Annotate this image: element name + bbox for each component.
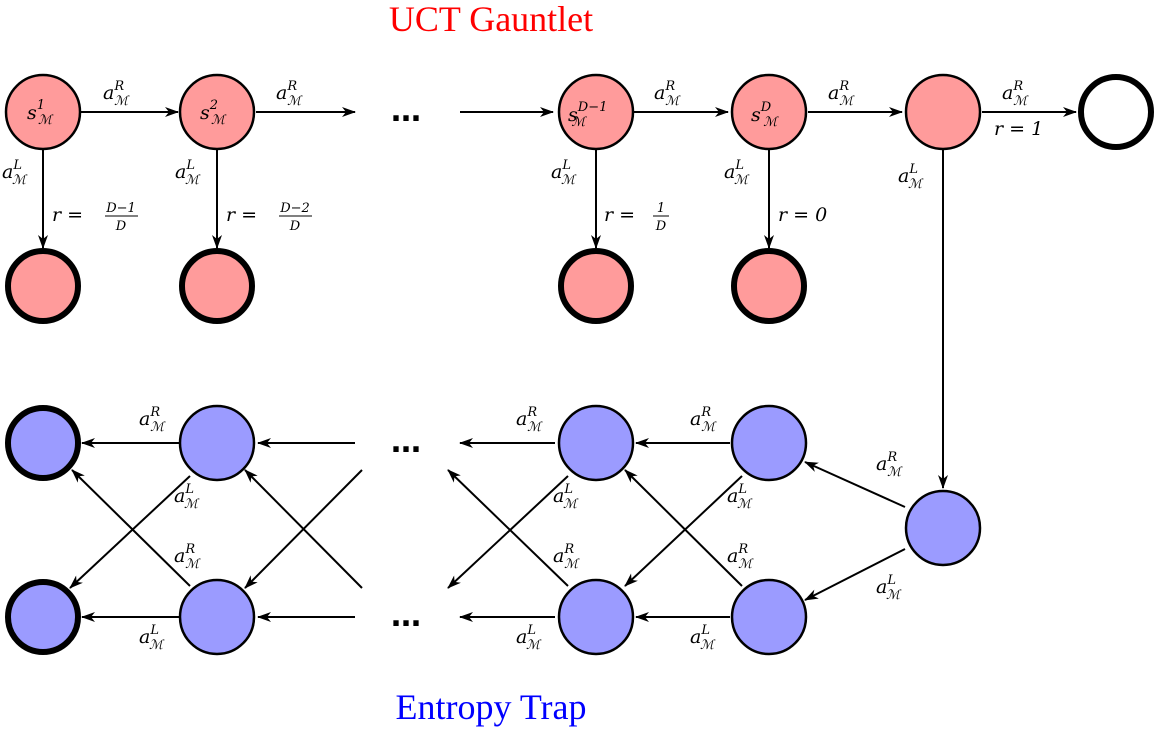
action-left-label: aL ℳ — [724, 158, 750, 188]
action-left-label: aL ℳ — [174, 482, 200, 512]
state-s2-label: s2 ℳ — [200, 98, 227, 128]
gauntlet-action-labels: aR ℳ aR ℳ aR ℳ aR ℳ aR ℳ aL ℳ aL ℳ aL ℳ aL ℳ aL ℳ — [2, 79, 1029, 192]
gauntlet-exit-node — [904, 73, 982, 151]
trap-bottom-ellipsis: … — [391, 599, 421, 634]
action-left-label: aL ℳ — [551, 158, 577, 188]
action-left-label: aL ℳ — [553, 482, 579, 512]
action-right-label: aR ℳ — [654, 79, 681, 109]
trap-bottom-node-2 — [178, 578, 256, 656]
state-s1-label: s1 ℳ — [27, 98, 54, 128]
trap-title: Entropy Trap — [395, 687, 586, 727]
action-left-label: aL ℳ — [876, 573, 902, 603]
trap-bottom-node-4 — [730, 578, 808, 656]
reward-numerator: 1 — [657, 201, 665, 216]
reward-denominator: D — [115, 219, 127, 234]
trap-action-labels: aR ℳ aL ℳ aR ℳ aR ℳ aR ℳ aL ℳ aL ℳ aL ℳ aR ℳ aR ℳ … — [139, 405, 903, 653]
trap-nodes — [5, 404, 982, 656]
state-sDm1-label: sD−1 ℳ — [568, 100, 607, 130]
reward-numerator: D−1 — [105, 201, 136, 216]
gauntlet-edges — [38, 107, 1077, 489]
action-right-label: aR ℳ — [516, 405, 543, 435]
reward-zero: r = 0 — [778, 204, 827, 226]
terminal-node-2 — [179, 248, 255, 324]
trap-bottom-terminal-node — [5, 579, 81, 655]
trap-top-node-3 — [557, 404, 635, 482]
action-right-label: aR ℳ — [103, 79, 130, 109]
action-right-label: aR ℳ — [276, 79, 303, 109]
action-left-label: aL ℳ — [898, 162, 924, 192]
reward-denominator: D — [289, 219, 301, 234]
reward-terminal-node — [1078, 74, 1154, 150]
action-left-label: aL ℳ — [2, 158, 28, 188]
trap-top-node-4 — [730, 404, 808, 482]
action-right-label: aR ℳ — [174, 542, 201, 572]
trap-entry-node — [904, 489, 982, 567]
state-s1-node — [4, 73, 82, 151]
action-right-label: aR ℳ — [553, 542, 580, 572]
action-left-label: aL ℳ — [175, 158, 201, 188]
trap-bottom-node-3 — [557, 578, 635, 656]
reward-labels: r = D−1 D r = D−2 D r = 1 D r = 0 r = 1 — [52, 118, 1043, 234]
reward-denominator: D — [655, 219, 667, 234]
trap-top-node-2 — [178, 404, 256, 482]
reward-numerator: D−2 — [279, 201, 310, 216]
state-labels: s1 ℳ s2 ℳ sD−1 ℳ sD ℳ — [27, 98, 779, 130]
terminal-node-1 — [5, 248, 81, 324]
reward-one: r = 1 — [994, 118, 1043, 140]
reward-prefix: r = — [226, 204, 257, 226]
action-left-label: aL ℳ — [690, 623, 716, 653]
action-right-label: aR ℳ — [139, 405, 166, 435]
state-sDm1-node — [557, 73, 635, 151]
action-left-label: aL ℳ — [727, 482, 753, 512]
trap-top-ellipsis: … — [391, 425, 421, 460]
reward-prefix: r = — [604, 204, 635, 226]
action-left-label: aL ℳ — [139, 623, 165, 653]
action-right-label: aR ℳ — [1002, 79, 1029, 109]
gauntlet-ellipsis: … — [391, 94, 421, 129]
state-sD-node — [730, 73, 808, 151]
terminal-node-4 — [731, 248, 807, 324]
action-right-label: aR ℳ — [876, 450, 903, 480]
action-right-label: aR ℳ — [727, 542, 754, 572]
trap-top-terminal-node — [5, 405, 81, 481]
state-sD-label: sD ℳ — [751, 100, 779, 130]
action-left-label: aL ℳ — [516, 623, 542, 653]
terminal-node-3 — [558, 248, 634, 324]
state-s2-node — [178, 73, 256, 151]
reward-prefix: r = — [52, 204, 83, 226]
action-right-label: aR ℳ — [828, 79, 855, 109]
trap-edges — [69, 438, 906, 622]
action-right-label: aR ℳ — [690, 405, 717, 435]
ellipses: … … … — [391, 94, 421, 634]
gauntlet-title: UCT Gauntlet — [389, 0, 593, 39]
gauntlet-nodes — [4, 73, 1154, 324]
